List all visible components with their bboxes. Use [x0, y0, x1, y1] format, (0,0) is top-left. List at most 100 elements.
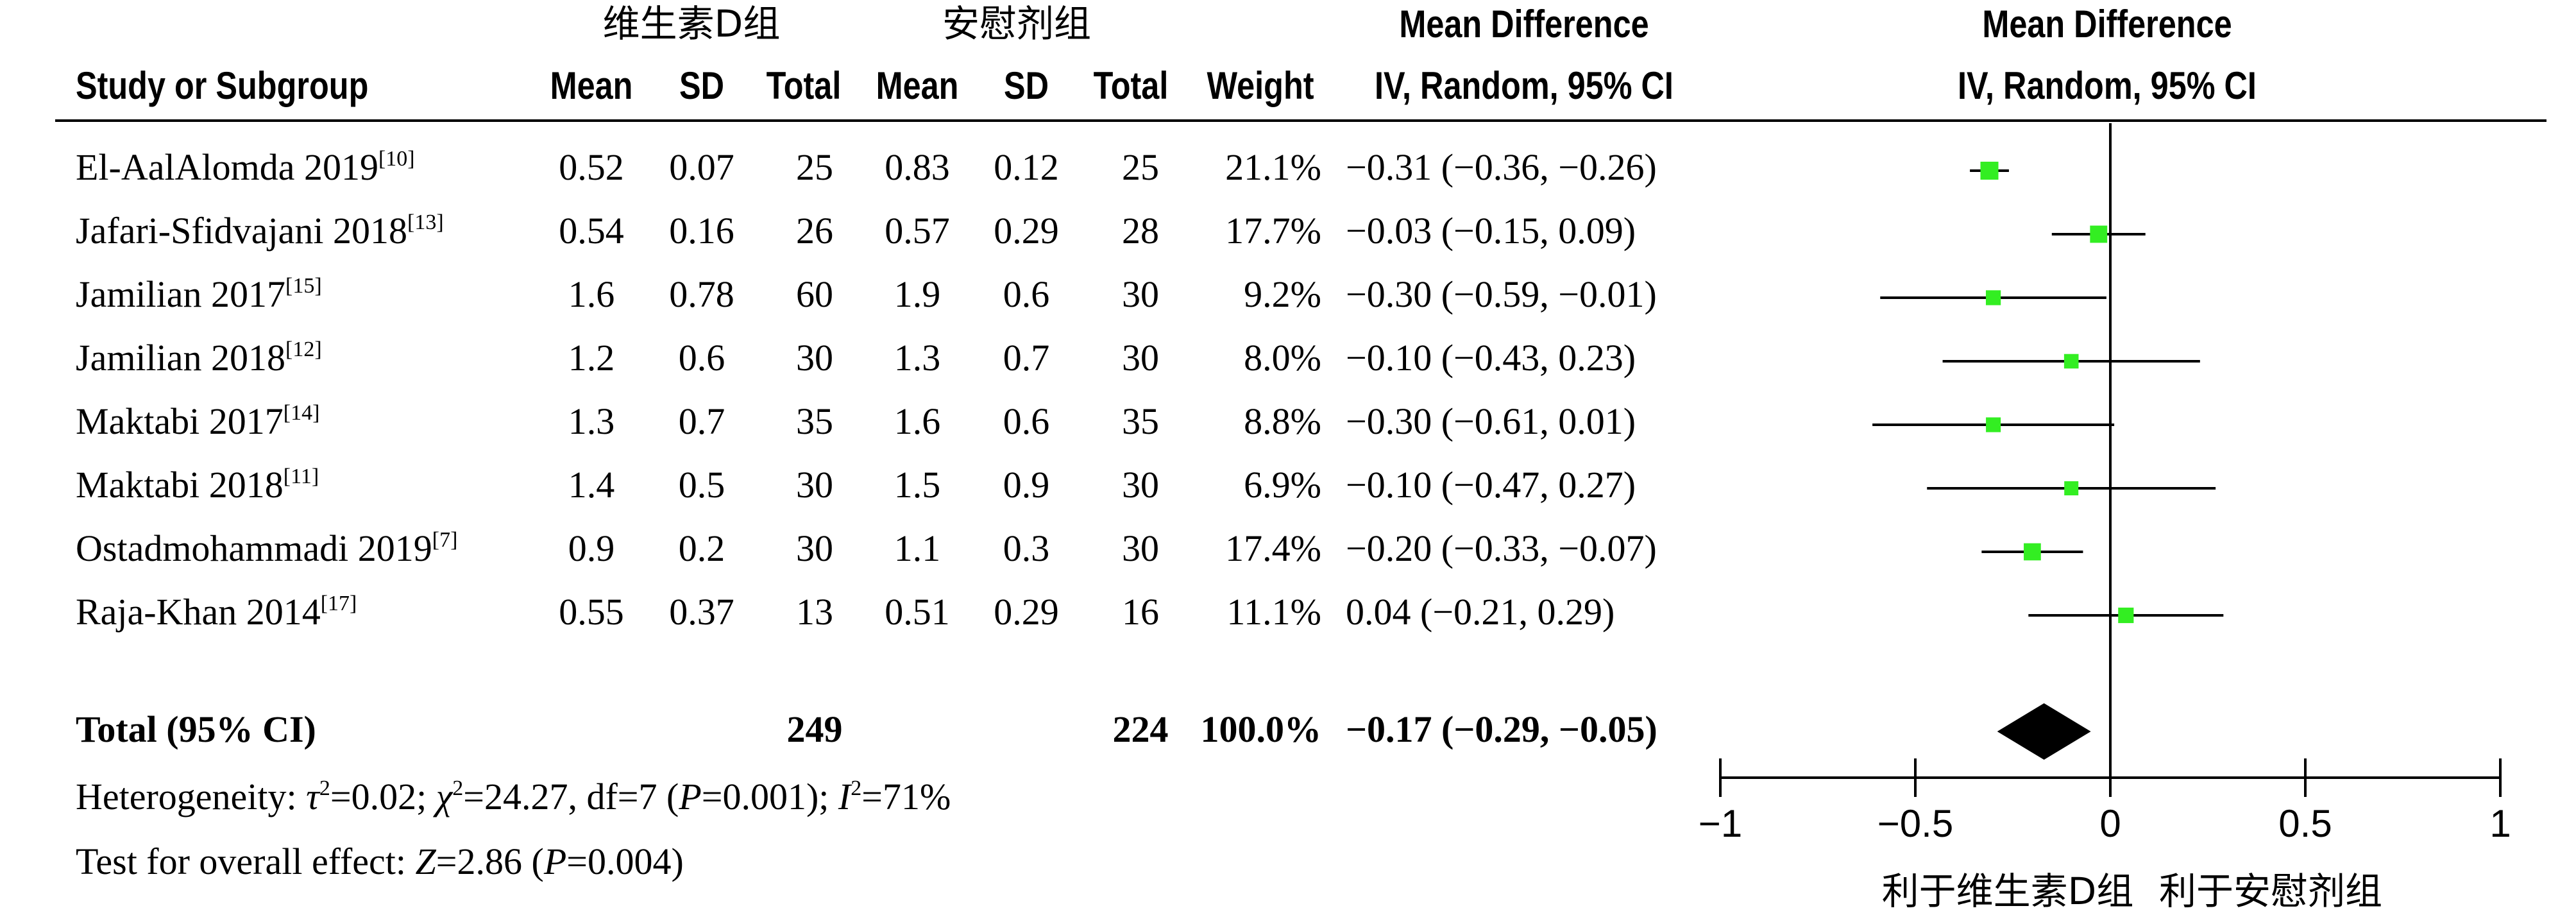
total-weight: 100.0%	[1200, 708, 1322, 750]
study-name: Ostadmohammadi 2019[7]	[76, 527, 458, 569]
sd1-cell: 0.37	[669, 591, 734, 633]
mean2-cell: 1.9	[894, 273, 941, 315]
total1-cell: 30	[796, 527, 833, 569]
ci-cell: −0.30 (−0.59, −0.01)	[1346, 273, 1657, 315]
mean2-cell: 1.5	[894, 464, 941, 506]
reference-number: [11]	[283, 465, 319, 488]
mean2-column-header: Mean	[876, 64, 959, 107]
sd2-cell: 0.12	[994, 146, 1059, 188]
overall-effect-test: Test for overall effect: Z=2.86 (P=0.004…	[76, 841, 684, 882]
mean1-cell: 1.2	[568, 337, 615, 379]
ci-cell: −0.03 (−0.15, 0.09)	[1346, 210, 1636, 252]
group1-header: 维生素D组	[602, 2, 781, 46]
group2-header: 安慰剂组	[942, 2, 1092, 46]
x-tick-label: −0.5	[1877, 802, 1953, 845]
ci-cell: −0.30 (−0.61, 0.01)	[1346, 400, 1636, 442]
point-estimate-marker	[1980, 162, 1999, 180]
total-label: Total (95% CI)	[76, 708, 316, 750]
reference-number: [10]	[378, 147, 415, 171]
total1-column-header: Total	[766, 64, 842, 107]
weight-cell: 17.7%	[1225, 210, 1321, 252]
total2-column-header: Total	[1093, 64, 1169, 107]
mean2-cell: 0.83	[885, 146, 950, 188]
total2-sum: 224	[1112, 708, 1169, 750]
study-name: Jamilian 2018[12]	[76, 337, 322, 379]
total2-cell: 25	[1122, 146, 1159, 188]
reference-number: [7]	[432, 528, 458, 552]
total1-cell: 25	[796, 146, 833, 188]
point-estimate-marker	[2024, 543, 2041, 561]
mean2-cell: 0.57	[885, 210, 950, 252]
favours-vitamin-d-label: 利于维生素D组	[1881, 869, 2134, 913]
point-estimate-marker	[2063, 354, 2079, 369]
mean1-cell: 1.4	[568, 464, 615, 506]
total2-cell: 16	[1122, 591, 1159, 633]
study-name: El-AalAlomda 2019[10]	[76, 146, 415, 188]
sd1-column-header: SD	[679, 64, 725, 107]
total2-cell: 30	[1122, 273, 1159, 315]
md-column-title: Mean Difference	[1399, 3, 1649, 46]
sd2-cell: 0.3	[1003, 527, 1050, 569]
study-column-header: Study or Subgroup	[76, 64, 369, 107]
point-estimate-marker	[2090, 225, 2108, 243]
sd2-cell: 0.29	[994, 210, 1059, 252]
mean2-cell: 0.51	[885, 591, 950, 633]
ci-cell: 0.04 (−0.21, 0.29)	[1346, 591, 1615, 633]
mean1-cell: 0.54	[559, 210, 624, 252]
total1-sum: 249	[786, 708, 843, 750]
mean2-cell: 1.1	[894, 527, 941, 569]
sd2-cell: 0.29	[994, 591, 1059, 633]
sd1-cell: 0.78	[669, 273, 734, 315]
weight-column-header: Weight	[1207, 64, 1314, 107]
sd2-cell: 0.7	[1003, 337, 1050, 379]
header-rule	[55, 119, 2546, 122]
point-estimate-marker	[2118, 607, 2134, 624]
x-tick-label: 0.5	[2278, 802, 2332, 845]
plot-title: Mean Difference	[1982, 3, 2232, 46]
md-column-subtitle: IV, Random, 95% CI	[1375, 64, 1674, 107]
heterogeneity-stats: Heterogeneity: τ2=0.02; χ2=24.27, df=7 (…	[76, 776, 951, 817]
sd2-cell: 0.6	[1003, 400, 1050, 442]
total1-cell: 26	[796, 210, 833, 252]
sd1-cell: 0.2	[678, 527, 725, 569]
weight-cell: 21.1%	[1225, 146, 1321, 188]
study-name: Maktabi 2017[14]	[76, 400, 320, 442]
sd1-cell: 0.7	[678, 400, 725, 442]
sd2-cell: 0.6	[1003, 273, 1050, 315]
total1-cell: 13	[796, 591, 833, 633]
weight-cell: 8.8%	[1244, 400, 1321, 442]
mean1-cell: 1.6	[568, 273, 615, 315]
mean2-cell: 1.6	[894, 400, 941, 442]
study-name: Jamilian 2017[15]	[76, 273, 322, 315]
mean1-cell: 0.52	[559, 146, 624, 188]
total1-cell: 30	[796, 337, 833, 379]
study-name: Jafari-Sfidvajani 2018[13]	[76, 210, 444, 252]
study-name: Raja-Khan 2014[17]	[76, 591, 357, 633]
sd1-cell: 0.6	[678, 337, 725, 379]
x-tick-label: −1	[1699, 802, 1742, 845]
ci-cell: −0.10 (−0.43, 0.23)	[1346, 337, 1636, 379]
pooled-estimate-diamond	[1997, 703, 2091, 760]
reference-number: [15]	[285, 274, 322, 298]
sd2-cell: 0.9	[1003, 464, 1050, 506]
sd1-cell: 0.07	[669, 146, 734, 188]
weight-cell: 9.2%	[1244, 273, 1321, 315]
reference-number: [13]	[407, 210, 444, 234]
sd1-cell: 0.5	[678, 464, 725, 506]
total2-cell: 30	[1122, 464, 1159, 506]
ci-cell: −0.31 (−0.36, −0.26)	[1346, 146, 1657, 188]
total1-cell: 60	[796, 273, 833, 315]
ci-cell: −0.20 (−0.33, −0.07)	[1346, 527, 1657, 569]
weight-cell: 11.1%	[1226, 591, 1321, 633]
mean1-cell: 1.3	[568, 400, 615, 442]
total2-cell: 35	[1122, 400, 1159, 442]
mean2-cell: 1.3	[894, 337, 941, 379]
total-ci: −0.17 (−0.29, −0.05)	[1346, 708, 1657, 750]
mean1-column-header: Mean	[550, 64, 633, 107]
point-estimate-marker	[2064, 481, 2079, 496]
total2-cell: 28	[1122, 210, 1159, 252]
point-estimate-marker	[1985, 290, 2001, 305]
weight-cell: 8.0%	[1244, 337, 1321, 379]
